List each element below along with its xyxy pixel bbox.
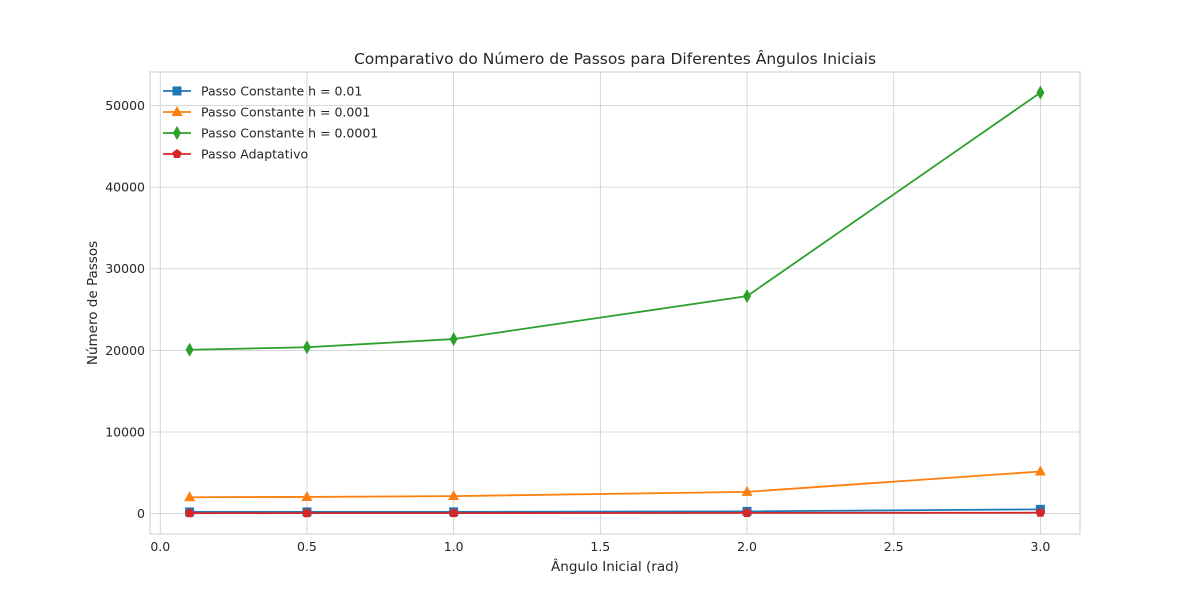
legend: Passo Constante h = 0.01 Passo Constante … — [163, 84, 378, 162]
data-point-series-3 — [743, 289, 752, 304]
y-tick-label: 40000 — [105, 180, 145, 195]
y-tick-label: 20000 — [105, 343, 145, 358]
data-point-series-2 — [741, 485, 753, 496]
data-point-series-3 — [1036, 85, 1045, 100]
legend-label-4: Passo Adaptativo — [201, 147, 308, 162]
x-tick-label: 1.5 — [590, 539, 610, 554]
data-point-series-4 — [184, 508, 195, 518]
x-tick-label: 2.5 — [884, 539, 904, 554]
series-line-1 — [189, 508, 1041, 513]
y-tick-label: 30000 — [105, 261, 145, 276]
legend-label-1: Passo Constante h = 0.01 — [201, 84, 362, 99]
x-tick-label: 0.0 — [150, 539, 170, 554]
x-axis-label: Ângulo Inicial (rad) — [551, 557, 679, 575]
y-axis-label: Número de Passos — [85, 241, 101, 365]
legend-marker-2 — [171, 106, 183, 116]
x-tick-label: 2.0 — [737, 539, 757, 554]
x-tick-label: 1.0 — [444, 539, 464, 554]
data-point-series-4 — [448, 508, 459, 518]
data-point-series-2 — [1034, 465, 1046, 476]
tick-layer: 0.0 0.5 1.0 1.5 2.0 2.5 3.0 0 10000 20000 30000 400… — [105, 98, 1050, 554]
x-tick-label: 0.5 — [297, 539, 317, 554]
y-tick-label: 50000 — [105, 98, 145, 113]
data-point-series-3 — [302, 340, 311, 355]
y-tick-label: 10000 — [105, 424, 145, 439]
data-point-series-2 — [184, 491, 196, 502]
data-point-series-3 — [449, 332, 458, 347]
legend-marker-1 — [172, 86, 182, 96]
data-point-series-3 — [185, 342, 194, 357]
y-tick-label: 0 — [137, 506, 145, 521]
data-point-series-4 — [302, 508, 312, 518]
series-layer — [184, 85, 1046, 518]
data-point-series-4 — [742, 507, 752, 517]
data-point-series-2 — [301, 490, 313, 501]
chart-title: Comparativo do Número de Passos para Dif… — [354, 49, 876, 68]
legend-label-2: Passo Constante h = 0.001 — [201, 105, 370, 120]
legend-marker-4 — [172, 149, 182, 159]
legend-label-3: Passo Constante h = 0.0001 — [201, 126, 378, 141]
data-point-series-4 — [1035, 507, 1046, 517]
series-line-2 — [189, 470, 1041, 499]
grid-layer — [150, 72, 1080, 534]
data-point-series-2 — [448, 490, 460, 501]
plot-frame — [149, 71, 1081, 535]
x-tick-label: 3.0 — [1030, 539, 1050, 554]
legend-marker-3 — [173, 126, 181, 140]
